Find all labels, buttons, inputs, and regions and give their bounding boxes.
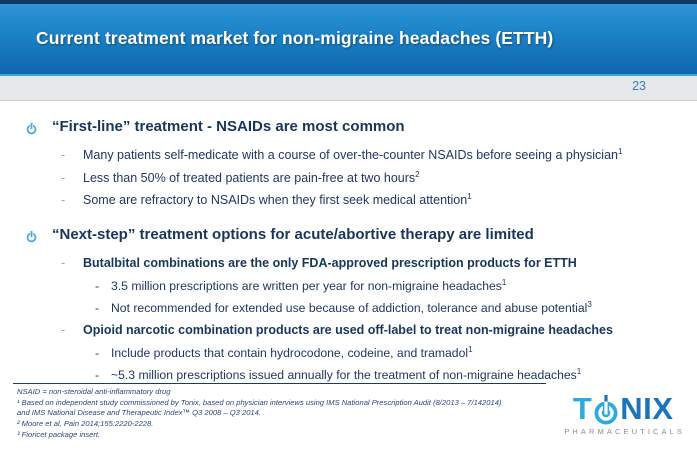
footnote-rule xyxy=(13,383,546,384)
footnote-line: ² Moore et al, Pain 2014;155:2220-2228. xyxy=(17,419,154,429)
page-number: 23 xyxy=(632,79,646,93)
power-bullet-icon xyxy=(26,230,37,243)
logo-word: T NIX xyxy=(561,391,685,426)
footnote-reference: 1 xyxy=(468,344,473,354)
section-heading: “First-line” treatment - NSAIDs are most… xyxy=(0,118,697,141)
footnote-reference: 3 xyxy=(587,299,592,309)
bullet-text: Include products that contain hydrocodon… xyxy=(111,344,473,360)
bullet-text: Opioid narcotic combination products are… xyxy=(83,323,613,337)
dash-icon: - xyxy=(61,255,66,270)
power-logo-icon xyxy=(594,395,618,425)
dash-icon: - xyxy=(61,148,66,162)
bullet-text: Less than 50% of treated patients are pa… xyxy=(83,169,420,185)
footnotes: NSAID = non-steroidal anti-inflammatory … xyxy=(17,387,562,441)
bullet-item: - Opioid narcotic combination products ar… xyxy=(0,323,697,339)
bullet-item: - Butalbital combinations are the only FD… xyxy=(0,256,697,272)
bullet-text: Butalbital combinations are the only FDA… xyxy=(83,255,577,270)
slide-title: Current treatment market for non-migrain… xyxy=(36,28,554,48)
footnote-reference: 1 xyxy=(576,366,582,376)
heading-label: “First-line” treatment - NSAIDs are most… xyxy=(52,118,405,135)
footnote-line: NSAID = non-steroidal anti-inflammatory … xyxy=(17,387,171,396)
footnote-line: ¹ Based on independent study commissione… xyxy=(17,397,502,407)
bullet-text: Not recommended for extended use because… xyxy=(111,299,592,315)
header-bar: Current treatment market for non-migrain… xyxy=(0,0,697,76)
tonix-logo: T NIX PHARMACEUTICALS xyxy=(561,393,685,436)
bullet-item: - Less than 50% of treated patients are p… xyxy=(0,169,697,187)
dash-icon: - xyxy=(95,345,100,360)
bullet-item: - Some are refractory to NSAIDs when they… xyxy=(0,193,697,209)
footnote-line: and IMS National Disease and Therapeutic… xyxy=(17,408,261,418)
dash-icon: - xyxy=(95,278,100,293)
bullet-text: 3.5 million prescriptions are written pe… xyxy=(111,277,507,293)
dash-icon: - xyxy=(61,193,66,208)
dash-icon: - xyxy=(95,367,100,382)
logo-letter-t: T xyxy=(572,391,593,426)
footnote-reference: 2 xyxy=(415,169,420,179)
bullet-item: - ~5.3 million prescriptions issued annua… xyxy=(0,366,697,383)
power-bullet-icon xyxy=(26,123,37,135)
footnote-reference: 1 xyxy=(618,146,623,156)
page-number-band: 23 xyxy=(0,76,697,101)
logo-letters-nix: NIX xyxy=(620,391,674,426)
footnote-reference: 1 xyxy=(501,277,507,287)
footnote-reference: 1 xyxy=(467,192,472,202)
dash-icon: - xyxy=(61,170,66,185)
bullet-text: Many patients self-medicate with a cours… xyxy=(83,146,623,162)
footnote-line: ³ Fioricet package insert. xyxy=(17,429,101,439)
dash-icon: - xyxy=(95,300,100,315)
bullet-item: - Not recommended for extended use becaus… xyxy=(0,299,697,316)
dash-icon: - xyxy=(61,323,66,337)
heading-label: “Next-step” treatment options for acute/… xyxy=(52,225,534,243)
bullet-item: -3.5 million prescriptions are written p… xyxy=(0,277,697,294)
bullet-text: ~5.3 million prescriptions issued annual… xyxy=(111,366,582,382)
bullet-text: Some are refractory to NSAIDs when they … xyxy=(83,192,472,208)
content-area: “First-line” treatment - NSAIDs are most… xyxy=(0,101,697,383)
power-bullet xyxy=(26,118,52,141)
section-heading: “Next-step” treatment options for acute/… xyxy=(0,226,697,249)
bullet-item: - Many patients self-medicate with a cour… xyxy=(0,146,697,164)
logo-subtitle: PHARMACEUTICALS xyxy=(564,427,685,436)
power-bullet xyxy=(26,226,52,249)
bullet-item: - Include products that contain hydrocodo… xyxy=(0,344,697,361)
